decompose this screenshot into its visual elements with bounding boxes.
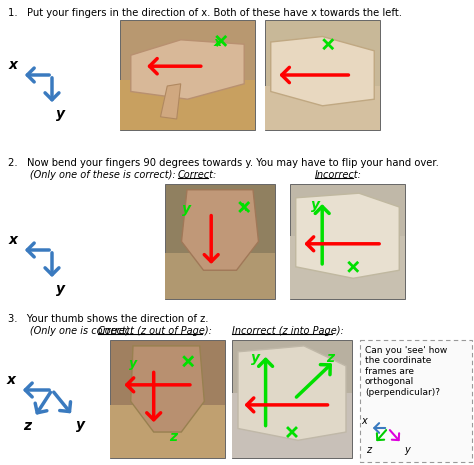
Text: y: y xyxy=(76,418,85,432)
Bar xyxy=(110,405,225,458)
Text: (Only one is correct):: (Only one is correct): xyxy=(8,326,133,336)
Bar xyxy=(265,86,380,130)
Text: y: y xyxy=(404,445,410,455)
Bar xyxy=(110,340,225,458)
Text: x: x xyxy=(9,233,18,247)
Polygon shape xyxy=(296,193,399,278)
Bar xyxy=(165,253,275,299)
Polygon shape xyxy=(182,190,258,270)
Text: y: y xyxy=(311,198,320,212)
Text: Correct (z out of Page):: Correct (z out of Page): xyxy=(98,326,212,336)
Text: x: x xyxy=(240,200,249,214)
Bar xyxy=(265,20,380,130)
Bar xyxy=(290,236,405,299)
Text: Can you 'see' how
the coordinate
frames are
orthogonal
(perpendicular)?: Can you 'see' how the coordinate frames … xyxy=(365,346,447,397)
Text: y: y xyxy=(56,282,65,296)
Text: 3.   Your thumb shows the direction of z.: 3. Your thumb shows the direction of z. xyxy=(8,314,209,324)
Bar xyxy=(120,20,255,130)
Text: z: z xyxy=(23,419,31,433)
Polygon shape xyxy=(131,346,204,432)
Text: y: y xyxy=(129,357,137,370)
Text: Correct:: Correct: xyxy=(178,170,217,180)
Text: x: x xyxy=(7,373,16,387)
FancyBboxPatch shape xyxy=(360,340,472,462)
Bar xyxy=(165,184,275,299)
Bar xyxy=(120,80,255,130)
Text: Incorrect (z into Page):: Incorrect (z into Page): xyxy=(232,326,344,336)
Text: z: z xyxy=(169,430,177,444)
Text: 2.   Now bend your fingers 90 degrees towards y. You may have to flip your hand : 2. Now bend your fingers 90 degrees towa… xyxy=(8,158,439,168)
Polygon shape xyxy=(161,84,181,119)
Bar xyxy=(232,393,352,458)
Text: x: x xyxy=(361,416,367,426)
Text: y: y xyxy=(182,202,191,216)
Text: y: y xyxy=(56,107,65,121)
Polygon shape xyxy=(271,36,374,106)
Text: z: z xyxy=(326,351,335,365)
Text: y: y xyxy=(252,351,261,365)
Text: x: x xyxy=(9,58,18,72)
Text: (Only one of these is correct):: (Only one of these is correct): xyxy=(8,170,176,180)
Bar xyxy=(290,184,405,299)
Bar xyxy=(232,340,352,458)
Text: Incorrect:: Incorrect: xyxy=(315,170,362,180)
Text: 1.   Put your fingers in the direction of x. Both of these have x towards the le: 1. Put your fingers in the direction of … xyxy=(8,8,402,18)
Text: z: z xyxy=(366,445,372,455)
Polygon shape xyxy=(131,40,244,99)
Polygon shape xyxy=(238,346,346,440)
Text: x: x xyxy=(213,35,221,48)
